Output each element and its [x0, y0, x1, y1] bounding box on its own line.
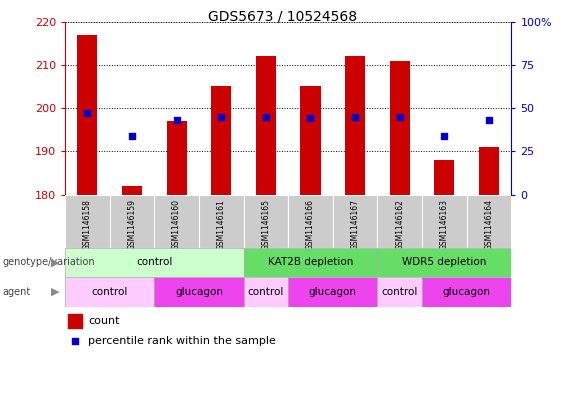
Bar: [434, 160, 454, 195]
Text: GSM1146165: GSM1146165: [262, 199, 270, 250]
Text: GSM1146164: GSM1146164: [485, 199, 493, 250]
Text: control: control: [381, 287, 418, 297]
Point: [350, 114, 359, 120]
Point: [172, 117, 181, 123]
Bar: [422, 195, 467, 248]
Bar: [377, 195, 422, 248]
Text: control: control: [92, 287, 128, 297]
Bar: [65, 195, 110, 248]
Bar: [244, 248, 377, 277]
Text: genotype/variation: genotype/variation: [3, 257, 95, 267]
Text: control: control: [247, 287, 284, 297]
Point: [306, 115, 315, 121]
Bar: [211, 86, 231, 195]
Point: [310, 248, 319, 255]
Point: [395, 114, 404, 120]
Text: GSM1146159: GSM1146159: [128, 199, 136, 250]
Bar: [288, 277, 377, 307]
Text: GSM1146158: GSM1146158: [83, 199, 92, 250]
Bar: [288, 195, 333, 248]
Bar: [422, 277, 511, 307]
Text: KAT2B depletion: KAT2B depletion: [268, 257, 353, 267]
Point: [484, 117, 493, 123]
Bar: [301, 86, 320, 195]
Bar: [65, 248, 244, 277]
Bar: [479, 147, 499, 195]
Text: ▶: ▶: [51, 287, 59, 297]
Point: [128, 132, 137, 139]
Bar: [154, 277, 244, 307]
Bar: [377, 248, 511, 277]
Bar: [77, 35, 97, 195]
Text: GSM1146162: GSM1146162: [396, 199, 404, 250]
Bar: [167, 121, 186, 195]
Bar: [244, 277, 288, 307]
Text: GSM1146166: GSM1146166: [306, 199, 315, 250]
Text: ▶: ▶: [51, 257, 59, 267]
Text: agent: agent: [3, 287, 31, 297]
Text: glucagon: glucagon: [175, 287, 223, 297]
Text: GDS5673 / 10524568: GDS5673 / 10524568: [208, 10, 357, 24]
Bar: [122, 186, 142, 195]
Bar: [345, 56, 365, 195]
Text: glucagon: glucagon: [443, 287, 490, 297]
Bar: [377, 277, 422, 307]
Bar: [467, 195, 511, 248]
Text: glucagon: glucagon: [309, 287, 357, 297]
Text: control: control: [136, 257, 172, 267]
Bar: [199, 195, 244, 248]
Text: GSM1146163: GSM1146163: [440, 199, 449, 250]
Bar: [154, 195, 199, 248]
Bar: [390, 61, 410, 195]
Text: WDR5 depletion: WDR5 depletion: [402, 257, 486, 267]
Bar: [256, 56, 276, 195]
Point: [261, 114, 270, 120]
Text: GSM1146160: GSM1146160: [172, 199, 181, 250]
Text: GSM1146161: GSM1146161: [217, 199, 225, 250]
Bar: [68, 314, 82, 328]
Bar: [110, 195, 154, 248]
Bar: [244, 195, 288, 248]
Text: GSM1146167: GSM1146167: [351, 199, 359, 250]
Point: [216, 114, 225, 120]
Point: [82, 110, 92, 116]
Text: count: count: [88, 316, 120, 327]
Text: percentile rank within the sample: percentile rank within the sample: [88, 336, 276, 346]
Point: [440, 132, 449, 139]
Bar: [333, 195, 377, 248]
Bar: [65, 277, 154, 307]
